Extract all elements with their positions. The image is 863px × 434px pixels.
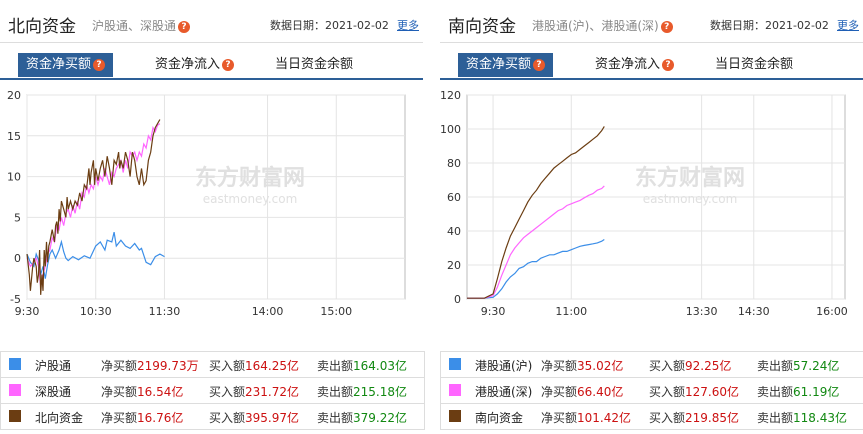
northbound-line-chart: -5 0 5 10 15 20 9:30 10:30 11:30 14:00 15:00 东方财富网e…: [7, 89, 406, 318]
y-tick-label: 40: [447, 225, 461, 238]
sell-value: 118.43亿: [793, 411, 848, 425]
swatch-ggt-sz: [449, 384, 461, 396]
y-tick-label: 15: [7, 130, 21, 143]
y-tick-label: 0: [14, 252, 21, 265]
row-name: 沪股通: [35, 359, 72, 373]
data-date: 数据日期：2021-02-02: [270, 19, 389, 32]
net-buy-value: 35.02亿: [577, 359, 624, 373]
data-date: 数据日期：2021-02-02: [710, 19, 829, 32]
panel-title: 北向资金: [8, 17, 76, 37]
y-tick-label: 120: [440, 89, 461, 102]
panel-header: 北向资金 沪股通、深股通? 数据日期：2021-02-02 更多: [0, 0, 423, 43]
tab-net-buy[interactable]: 资金净买额?: [458, 53, 554, 77]
series-line: [26, 119, 161, 295]
northbound-panel: 北向资金 沪股通、深股通? 数据日期：2021-02-02 更多 资金净买额? …: [0, 0, 425, 434]
buy-value: 395.97亿: [245, 411, 300, 425]
buy-value: 127.60亿: [685, 385, 740, 399]
sell-value: 57.24亿: [793, 359, 840, 373]
y-tick-label: 0: [454, 293, 461, 306]
swatch-north: [9, 410, 21, 422]
legend-row: 北向资金 净买额16.76亿 买入额395.97亿 卖出额379.22亿: [0, 403, 425, 430]
y-tick-label: 80: [447, 157, 461, 170]
series-line: [467, 185, 605, 299]
legend-row: 深股通 净买额16.54亿 买入额231.72亿 卖出额215.18亿: [0, 377, 425, 404]
tab-bar: 资金净买额? 资金净流入? 当日资金余额: [0, 52, 423, 80]
x-tick-label: 13:30: [686, 305, 718, 318]
row-name: 港股通(深): [475, 385, 533, 399]
x-tick-label: 14:30: [738, 305, 770, 318]
tab-net-buy[interactable]: 资金净买额?: [18, 53, 114, 77]
net-buy-value: 101.42亿: [577, 411, 632, 425]
sell-value: 164.03亿: [353, 359, 408, 373]
tab-net-inflow[interactable]: 资金净流入?: [155, 53, 235, 77]
series-line: [467, 126, 605, 299]
legend-row: 港股通(深) 净买额66.40亿 买入额127.60亿 卖出额61.19亿: [440, 377, 863, 404]
y-tick-label: 100: [440, 123, 461, 136]
tab-net-inflow[interactable]: 资金净流入?: [595, 53, 675, 77]
x-tick-label: 9:30: [481, 305, 506, 318]
southbound-panel: 南向资金 港股通(沪)、港股通(深)? 数据日期：2021-02-02 更多 资…: [440, 0, 863, 434]
x-tick-label: 16:00: [816, 305, 848, 318]
x-tick-label: 11:00: [555, 305, 587, 318]
legend-row: 沪股通 净买额2199.73万 买入额164.25亿 卖出额164.03亿: [0, 351, 425, 378]
net-buy-value: 16.54亿: [137, 385, 184, 399]
net-buy-value: 66.40亿: [577, 385, 624, 399]
x-tick-label: 11:30: [149, 305, 181, 318]
watermark-en: eastmoney.com: [643, 192, 738, 206]
swatch-ggt-sh: [449, 358, 461, 370]
row-name: 南向资金: [475, 411, 524, 425]
series-line: [467, 238, 605, 299]
southbound-line-chart: 0 20 40 60 80 100 120 9:30 11:00 13:30 14:30 16:00 东…: [440, 89, 848, 318]
help-icon[interactable]: ?: [178, 20, 191, 33]
buy-value: 219.85亿: [685, 411, 740, 425]
x-tick-label: 9:30: [15, 305, 40, 318]
y-tick-label: 20: [7, 89, 21, 102]
x-tick-label: 15:00: [320, 305, 352, 318]
y-tick-label: -5: [10, 293, 21, 306]
row-name: 深股通: [35, 385, 72, 399]
panel-header: 南向资金 港股通(沪)、港股通(深)? 数据日期：2021-02-02 更多: [440, 0, 863, 43]
y-tick-label: 20: [447, 259, 461, 272]
more-link[interactable]: 更多: [397, 19, 419, 32]
plot-area: [26, 94, 406, 300]
legend-row: 港股通(沪) 净买额35.02亿 买入额92.25亿 卖出额57.24亿: [440, 351, 863, 378]
row-name: 港股通(沪): [475, 359, 533, 373]
tab-bar: 资金净买额? 资金净流入? 当日资金余额: [440, 52, 863, 80]
buy-value: 164.25亿: [245, 359, 300, 373]
help-icon[interactable]: ?: [533, 58, 546, 71]
net-buy-value: 2199.73万: [137, 359, 199, 373]
buy-value: 231.72亿: [245, 385, 300, 399]
watermark-cn: 东方财富网: [635, 165, 745, 191]
panel-subtitle: 港股通(沪)、港股通(深)?: [532, 17, 673, 34]
help-icon[interactable]: ?: [660, 20, 673, 33]
row-name: 北向资金: [35, 411, 84, 425]
help-icon[interactable]: ?: [662, 58, 675, 71]
sell-value: 61.19亿: [793, 385, 840, 399]
help-icon[interactable]: ?: [222, 58, 235, 71]
x-tick-label: 14:00: [252, 305, 284, 318]
y-tick-label: 5: [14, 211, 21, 224]
buy-value: 92.25亿: [685, 359, 732, 373]
watermark-cn: 东方财富网: [195, 165, 305, 191]
net-buy-value: 16.76亿: [137, 411, 184, 425]
help-icon[interactable]: ?: [93, 58, 106, 71]
watermark-en: eastmoney.com: [203, 192, 298, 206]
y-tick-label: 60: [447, 191, 461, 204]
panel-subtitle: 沪股通、深股通?: [92, 17, 191, 34]
more-link[interactable]: 更多: [837, 19, 859, 32]
swatch-hgt: [9, 358, 21, 370]
x-tick-label: 10:30: [80, 305, 112, 318]
tab-daily-balance[interactable]: 当日资金余额: [715, 57, 794, 72]
swatch-south: [449, 410, 461, 422]
sell-value: 379.22亿: [353, 411, 408, 425]
swatch-sgt: [9, 384, 21, 396]
tab-daily-balance[interactable]: 当日资金余额: [275, 57, 354, 72]
y-tick-label: 10: [7, 171, 21, 184]
legend-row: 南向资金 净买额101.42亿 买入额219.85亿 卖出额118.43亿: [440, 403, 863, 430]
panel-title: 南向资金: [448, 17, 516, 37]
sell-value: 215.18亿: [353, 385, 408, 399]
